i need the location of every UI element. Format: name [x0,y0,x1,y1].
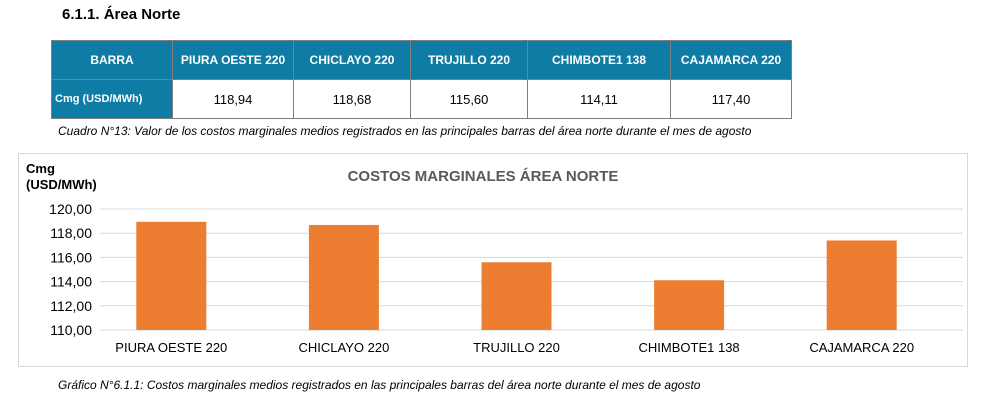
table-cell: 114,11 [527,79,671,119]
y-tick-label: 118,00 [50,225,92,241]
table-cell: 118,68 [293,79,411,119]
bar [136,221,207,330]
bar [654,280,725,330]
y-tick-label: 114,00 [50,274,92,290]
table-header-cell: PIURA OESTE 220 [172,40,294,80]
table-caption: Cuadro N°13: Valor de los costos margina… [58,124,752,138]
x-tick-label: CHICLAYO 220 [299,340,390,355]
cost-table: BARRA PIURA OESTE 220 CHICLAYO 220 TRUJI… [51,40,792,119]
table-row-label: Cmg (USD/MWh) [51,79,173,119]
x-tick-label: CAJAMARCA 220 [809,340,914,355]
table-header-label: BARRA [51,40,173,80]
chart-title: COSTOS MARGINALES ÁREA NORTE [348,168,619,185]
chart-caption: Gráfico N°6.1.1: Costos marginales medio… [58,378,701,392]
table-header-cell: CHICLAYO 220 [293,40,411,80]
bar [826,240,897,330]
y-tick-label: 110,00 [50,322,92,338]
y-axis-label: Cmg [26,161,55,176]
table-header-cell: CHIMBOTE1 138 [527,40,671,80]
y-tick-label: 112,00 [50,298,92,314]
x-tick-label: CHIMBOTE1 138 [639,340,740,355]
section-title: 6.1.1. Área Norte [62,6,181,23]
bar [481,262,552,330]
bar-chart: COSTOS MARGINALES ÁREA NORTE Cmg(USD/MWh)… [26,161,963,355]
y-tick-label: 120,00 [49,201,92,217]
chart-frame [18,153,968,367]
table-row: Cmg (USD/MWh) 118,94 118,68 115,60 114,1… [51,79,792,119]
x-tick-label: TRUJILLO 220 [473,340,560,355]
y-axis-label: (USD/MWh) [26,177,97,192]
table-cell: 117,40 [670,79,792,119]
table-header-cell: CAJAMARCA 220 [670,40,792,80]
bar [308,224,379,330]
table-header-row: BARRA PIURA OESTE 220 CHICLAYO 220 TRUJI… [51,40,792,80]
table-cell: 118,94 [172,79,294,119]
table-header-cell: TRUJILLO 220 [410,40,528,80]
x-tick-label: PIURA OESTE 220 [115,340,227,355]
table-cell: 115,60 [410,79,528,119]
y-tick-label: 116,00 [50,249,92,265]
